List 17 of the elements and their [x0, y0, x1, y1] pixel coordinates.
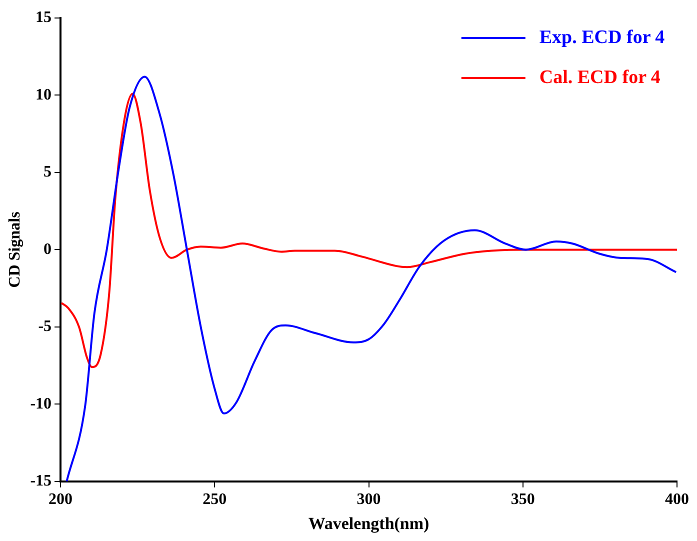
x-tick-label: 300	[356, 491, 381, 508]
x-tick-label: 400	[665, 491, 689, 508]
y-tick-label: 10	[36, 86, 52, 104]
legend-label: Cal. ECD for 4	[539, 66, 661, 88]
y-tick-label: -10	[30, 395, 52, 412]
y-tick-label: 15	[36, 9, 52, 26]
y-axis-title: CD Signals	[6, 212, 24, 288]
line-series	[60, 92, 677, 368]
x-axis-title: Wavelength(nm)	[308, 514, 430, 534]
y-tick-label: 0	[44, 240, 52, 258]
legend-label: Exp. ECD for 4	[539, 26, 666, 48]
x-tick-label: 250	[202, 491, 227, 508]
y-tick-label: 5	[44, 164, 52, 181]
x-tick-label: 200	[48, 491, 73, 508]
x-tick-label: 350	[510, 491, 535, 508]
y-tick-label: -15	[30, 472, 52, 490]
y-tick-label: -5	[38, 318, 52, 336]
